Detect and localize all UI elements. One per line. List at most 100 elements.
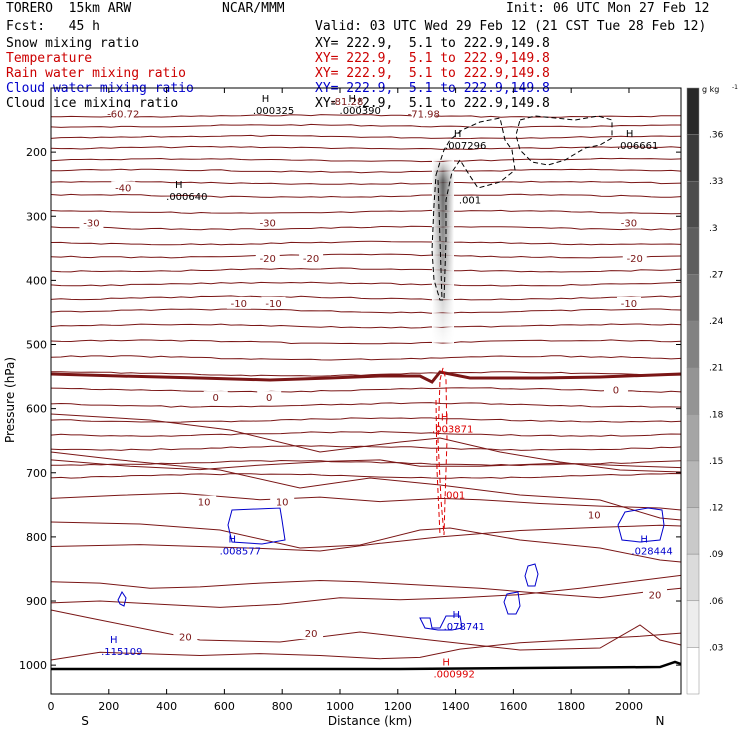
x-tick-label: 1600 [499,700,527,713]
extremum-value: .007296 [445,141,486,152]
scale-swatch [686,553,700,602]
rain-contour [435,399,441,536]
extremum-marker: H [454,129,462,140]
temperature-label-bg [299,251,324,264]
temperature-label: -81.28 [331,97,363,108]
field-label-temperature: Temperature [6,51,93,66]
x-tick-label: 1400 [442,700,470,713]
extremum-value: .001 [459,196,481,207]
temperature-contour [50,609,682,651]
xy-temperature: XY= 222.9, 5.1 to 222.9,149.8 [315,51,550,66]
extremum-marker: H [640,535,648,546]
temperature-contour [50,459,682,471]
temperature-contour [50,253,682,259]
temperature-label: 0 [613,385,619,396]
x-tick-label: 800 [272,700,293,713]
y-tick-label: 800 [26,531,47,544]
xy-cloud-ice: XY= 222.9, 5.1 to 222.9,149.8 [315,96,550,111]
temperature-contour [50,387,682,393]
temperature-contour [50,632,682,661]
scale-label: .33 [709,177,723,187]
temperature-contour [50,521,682,563]
temperature-label: 0 [266,393,272,404]
extremum-value: .001 [443,491,465,502]
extremum-value: .000640 [166,192,207,203]
temperature-label-bg [299,627,324,640]
plot-frame [50,87,682,695]
extremum-value: .000325 [253,106,294,117]
scale-swatch [686,227,700,275]
temperature-label-bg [111,181,136,194]
valid-time: Valid: 03 UTC Wed 29 Feb 12 (21 CST Tue … [315,19,707,34]
scale-label: .36 [709,131,724,141]
temperature-label-bg [261,296,286,309]
scale-label: .24 [709,317,724,327]
y-tick-label: 300 [26,210,47,223]
temperature-contour [50,267,682,273]
scale-swatch [686,647,700,695]
x-tick-label: 1200 [384,700,412,713]
temperature-label-bg [111,107,136,120]
scale-label: .12 [709,504,723,514]
init-time: Init: 06 UTC Mon 27 Feb 12 [506,1,710,16]
scale-swatch [686,180,700,229]
temperature-label-bg [257,391,282,404]
x-tick-label: 1800 [557,700,585,713]
scale-unit: g kg [702,85,719,94]
temperature-label: 20 [179,632,192,643]
cloud-water-contour [524,563,539,587]
x-tick-label: 400 [156,700,177,713]
scale-swatch [686,134,700,182]
temperature-contour [50,524,682,552]
forecast-hour: Fcst: 45 h [6,19,100,34]
temperature-contour [50,308,682,314]
y-tick-label: 200 [26,146,47,159]
temperature-contour [50,339,682,345]
temperature-contour [50,413,682,473]
temperature-contour [50,371,681,377]
y-tick-label: 400 [26,274,47,287]
temperature-contour [50,240,682,246]
extremum-value: .115109 [101,647,142,658]
field-label-rain: Rain water mixing ratio [6,66,187,81]
temperature-contour [50,157,682,163]
temperature-contour [50,295,682,301]
extremum-marker: H [175,180,183,191]
snow-contour [437,179,443,301]
temperature-label-bg [411,107,436,120]
field-label-cloud-ice: Cloud ice mixing ratio [6,96,179,111]
temperature-contour [50,180,682,185]
scale-swatch [686,367,700,415]
extremum-value: .078741 [444,622,485,633]
temperature-contour [50,574,682,608]
snow-contour [515,115,613,166]
temperature-contour [50,323,682,329]
cloud-water-contour [227,507,286,545]
scale-label: .06 [709,597,724,607]
terrain-line [51,660,682,671]
temperature-contour [50,492,682,511]
temperature-label: -40 [115,183,131,194]
cloud-water-contour [117,591,127,607]
temperature-label: -10 [265,299,281,310]
temperature-label-bg [255,251,280,264]
x-tick-label: 2000 [615,700,643,713]
temperature-label-bg [192,495,217,508]
temperature-label-bg [255,216,280,229]
x-tick-label: 1000 [326,700,354,713]
scale-swatch [686,600,700,648]
y-axis-label: Pressure (hPa) [3,357,17,443]
north-endpoint: N [656,714,665,728]
scale-label: .15 [709,457,723,467]
temperature-contour [50,225,682,231]
rain-contour [437,367,448,536]
scale-swatch [686,460,700,508]
south-endpoint: S [81,714,89,728]
temperature-contour [50,355,682,361]
cloud-water-contour [419,615,463,631]
scale-swatch [686,274,700,322]
temperature-label: 10 [276,498,289,509]
temperature-label: -71.98 [408,110,440,121]
scale-unit-exponent: -1 [732,84,738,91]
scale-swatch [686,507,700,555]
